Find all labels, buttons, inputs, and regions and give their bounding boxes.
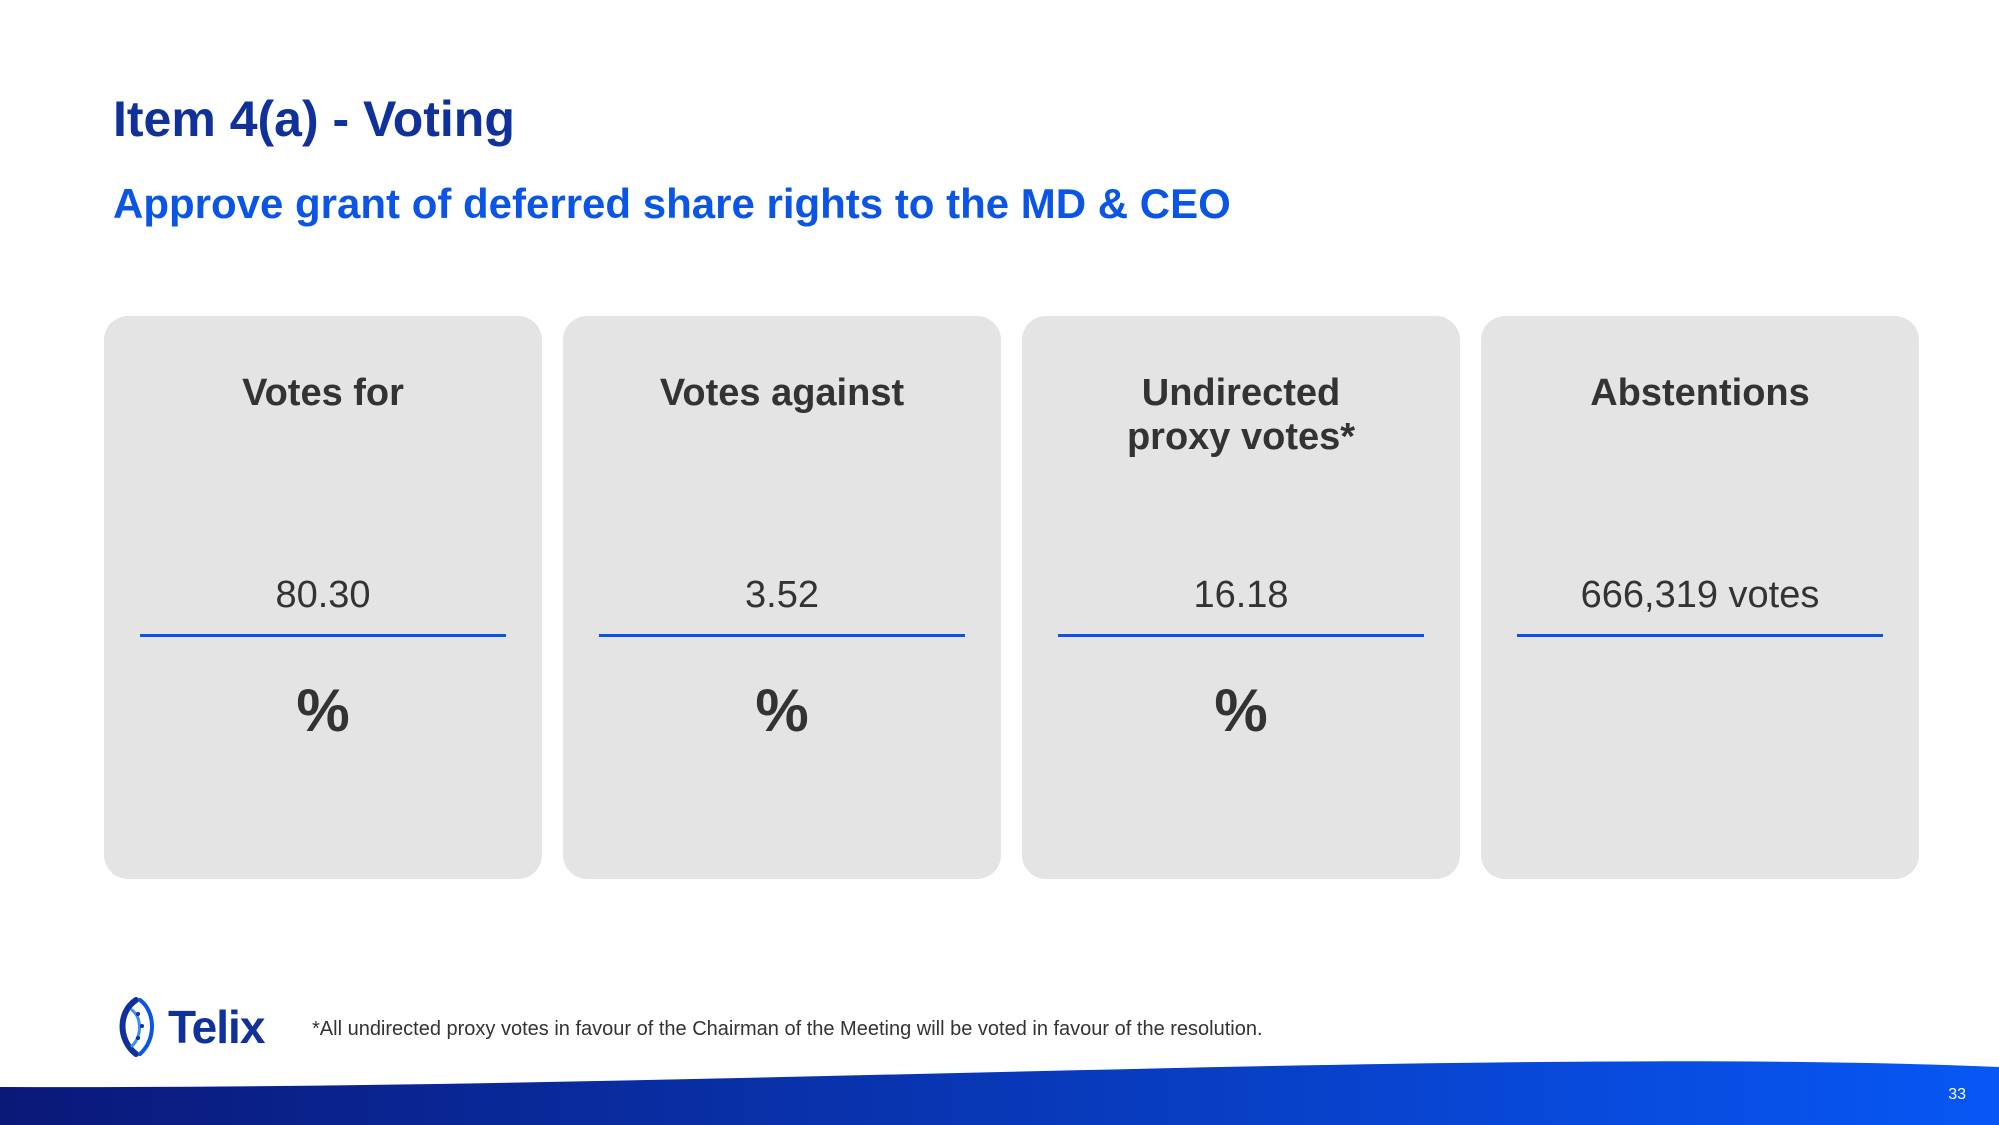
card-value: 666,319 votes bbox=[1580, 574, 1820, 616]
card-value: 80.30 bbox=[275, 574, 371, 616]
card-divider bbox=[140, 634, 506, 637]
card-votes-for: Votes for 80.30 % bbox=[104, 316, 542, 879]
card-value: 3.52 bbox=[745, 574, 819, 616]
card-title: Abstentions bbox=[1590, 372, 1810, 414]
card-unit: % bbox=[1214, 677, 1268, 744]
page-number: 33 bbox=[1948, 1086, 1966, 1103]
card-abstentions: Abstentions 666,319 votes bbox=[1481, 316, 1919, 879]
telix-helix-icon bbox=[119, 997, 154, 1057]
card-divider bbox=[1517, 634, 1883, 637]
card-undirected-proxy-votes: Undirected proxy votes* 16.18 % bbox=[1022, 316, 1460, 879]
card-title: Votes for bbox=[242, 372, 404, 414]
slide-subtitle: Approve grant of deferred share rights t… bbox=[113, 180, 1231, 227]
logo-wordmark: Telix bbox=[168, 1001, 265, 1053]
footnote: *All undirected proxy votes in favour of… bbox=[312, 1018, 1263, 1040]
telix-logo: Telix bbox=[112, 996, 265, 1058]
card-divider bbox=[1058, 634, 1424, 637]
card-unit: % bbox=[755, 677, 809, 744]
card-unit: % bbox=[296, 677, 350, 744]
card-value: 16.18 bbox=[1193, 574, 1289, 616]
card-title: Votes against bbox=[659, 372, 905, 414]
slide-title: Item 4(a) - Voting bbox=[113, 91, 515, 147]
card-votes-against: Votes against 3.52 % bbox=[563, 316, 1001, 879]
card-divider bbox=[599, 634, 965, 637]
footer-wave bbox=[0, 1061, 1999, 1125]
card-title: Undirected proxy votes* bbox=[1126, 372, 1356, 458]
